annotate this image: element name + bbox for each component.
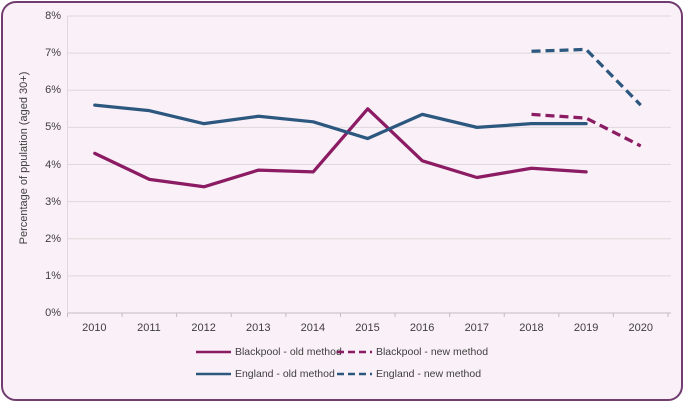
y-tick-label: 1% (45, 269, 61, 282)
line-blackpool-new-method (531, 112, 642, 148)
y-tick-label: 2% (45, 232, 61, 245)
y-tick-label: 7% (45, 47, 61, 60)
legend-swatch-dashed-line-icon (336, 372, 372, 376)
legend-swatch-solid-line-icon (195, 372, 231, 376)
legend-item-england-old-method: England - old method (195, 368, 337, 380)
x-tick-label: 2010 (82, 322, 107, 334)
legend-swatch-solid-line-icon (195, 350, 231, 354)
x-tick-label: 2020 (628, 322, 653, 334)
x-tick-label: 2011 (137, 322, 161, 334)
legend-item-blackpool-new-method: Blackpool - new method (336, 346, 489, 358)
x-tick-label: 2013 (246, 322, 271, 334)
x-tick-label: 2018 (519, 322, 544, 334)
y-tick-label: 6% (45, 84, 61, 97)
line-england-old-method (93, 103, 588, 141)
x-tick-label: 2015 (355, 322, 380, 334)
y-tick-label: 0% (45, 307, 61, 319)
y-tick-label: 8% (45, 10, 61, 22)
legend-item-england-new-method: England - new method (336, 368, 488, 380)
x-axis-tick-labels: 2010 2011 2012 2013 2014 2015 2016 2017 … (67, 322, 668, 334)
x-tick-label: 2012 (191, 322, 216, 334)
y-axis-tick-labels: 8% 7% 6% 5% 4% 3% 2% 1% 0% (0, 9, 61, 320)
legend-swatch-dashed-line-icon (336, 350, 372, 354)
line-blackpool-old-method (93, 107, 588, 189)
x-tick-label: 2019 (573, 322, 599, 334)
legend: Blackpool - old method Blackpool - new m… (0, 346, 684, 380)
x-tick-label: 2017 (464, 322, 490, 334)
y-tick-label: 3% (45, 195, 61, 208)
legend-item-blackpool-old-method: Blackpool - old method (195, 346, 342, 358)
y-tick-label: 4% (45, 158, 61, 171)
x-tick-label: 2016 (409, 322, 435, 334)
legend-label: England - old method (234, 368, 335, 380)
line-england-new-method (531, 47, 642, 107)
y-tick-label: 5% (45, 121, 61, 134)
legend-label: England - new method (375, 368, 482, 380)
x-tick-label: 2014 (300, 322, 326, 334)
legend-label: Blackpool - new method (375, 346, 489, 358)
legend-label: Blackpool - old method (234, 346, 342, 358)
